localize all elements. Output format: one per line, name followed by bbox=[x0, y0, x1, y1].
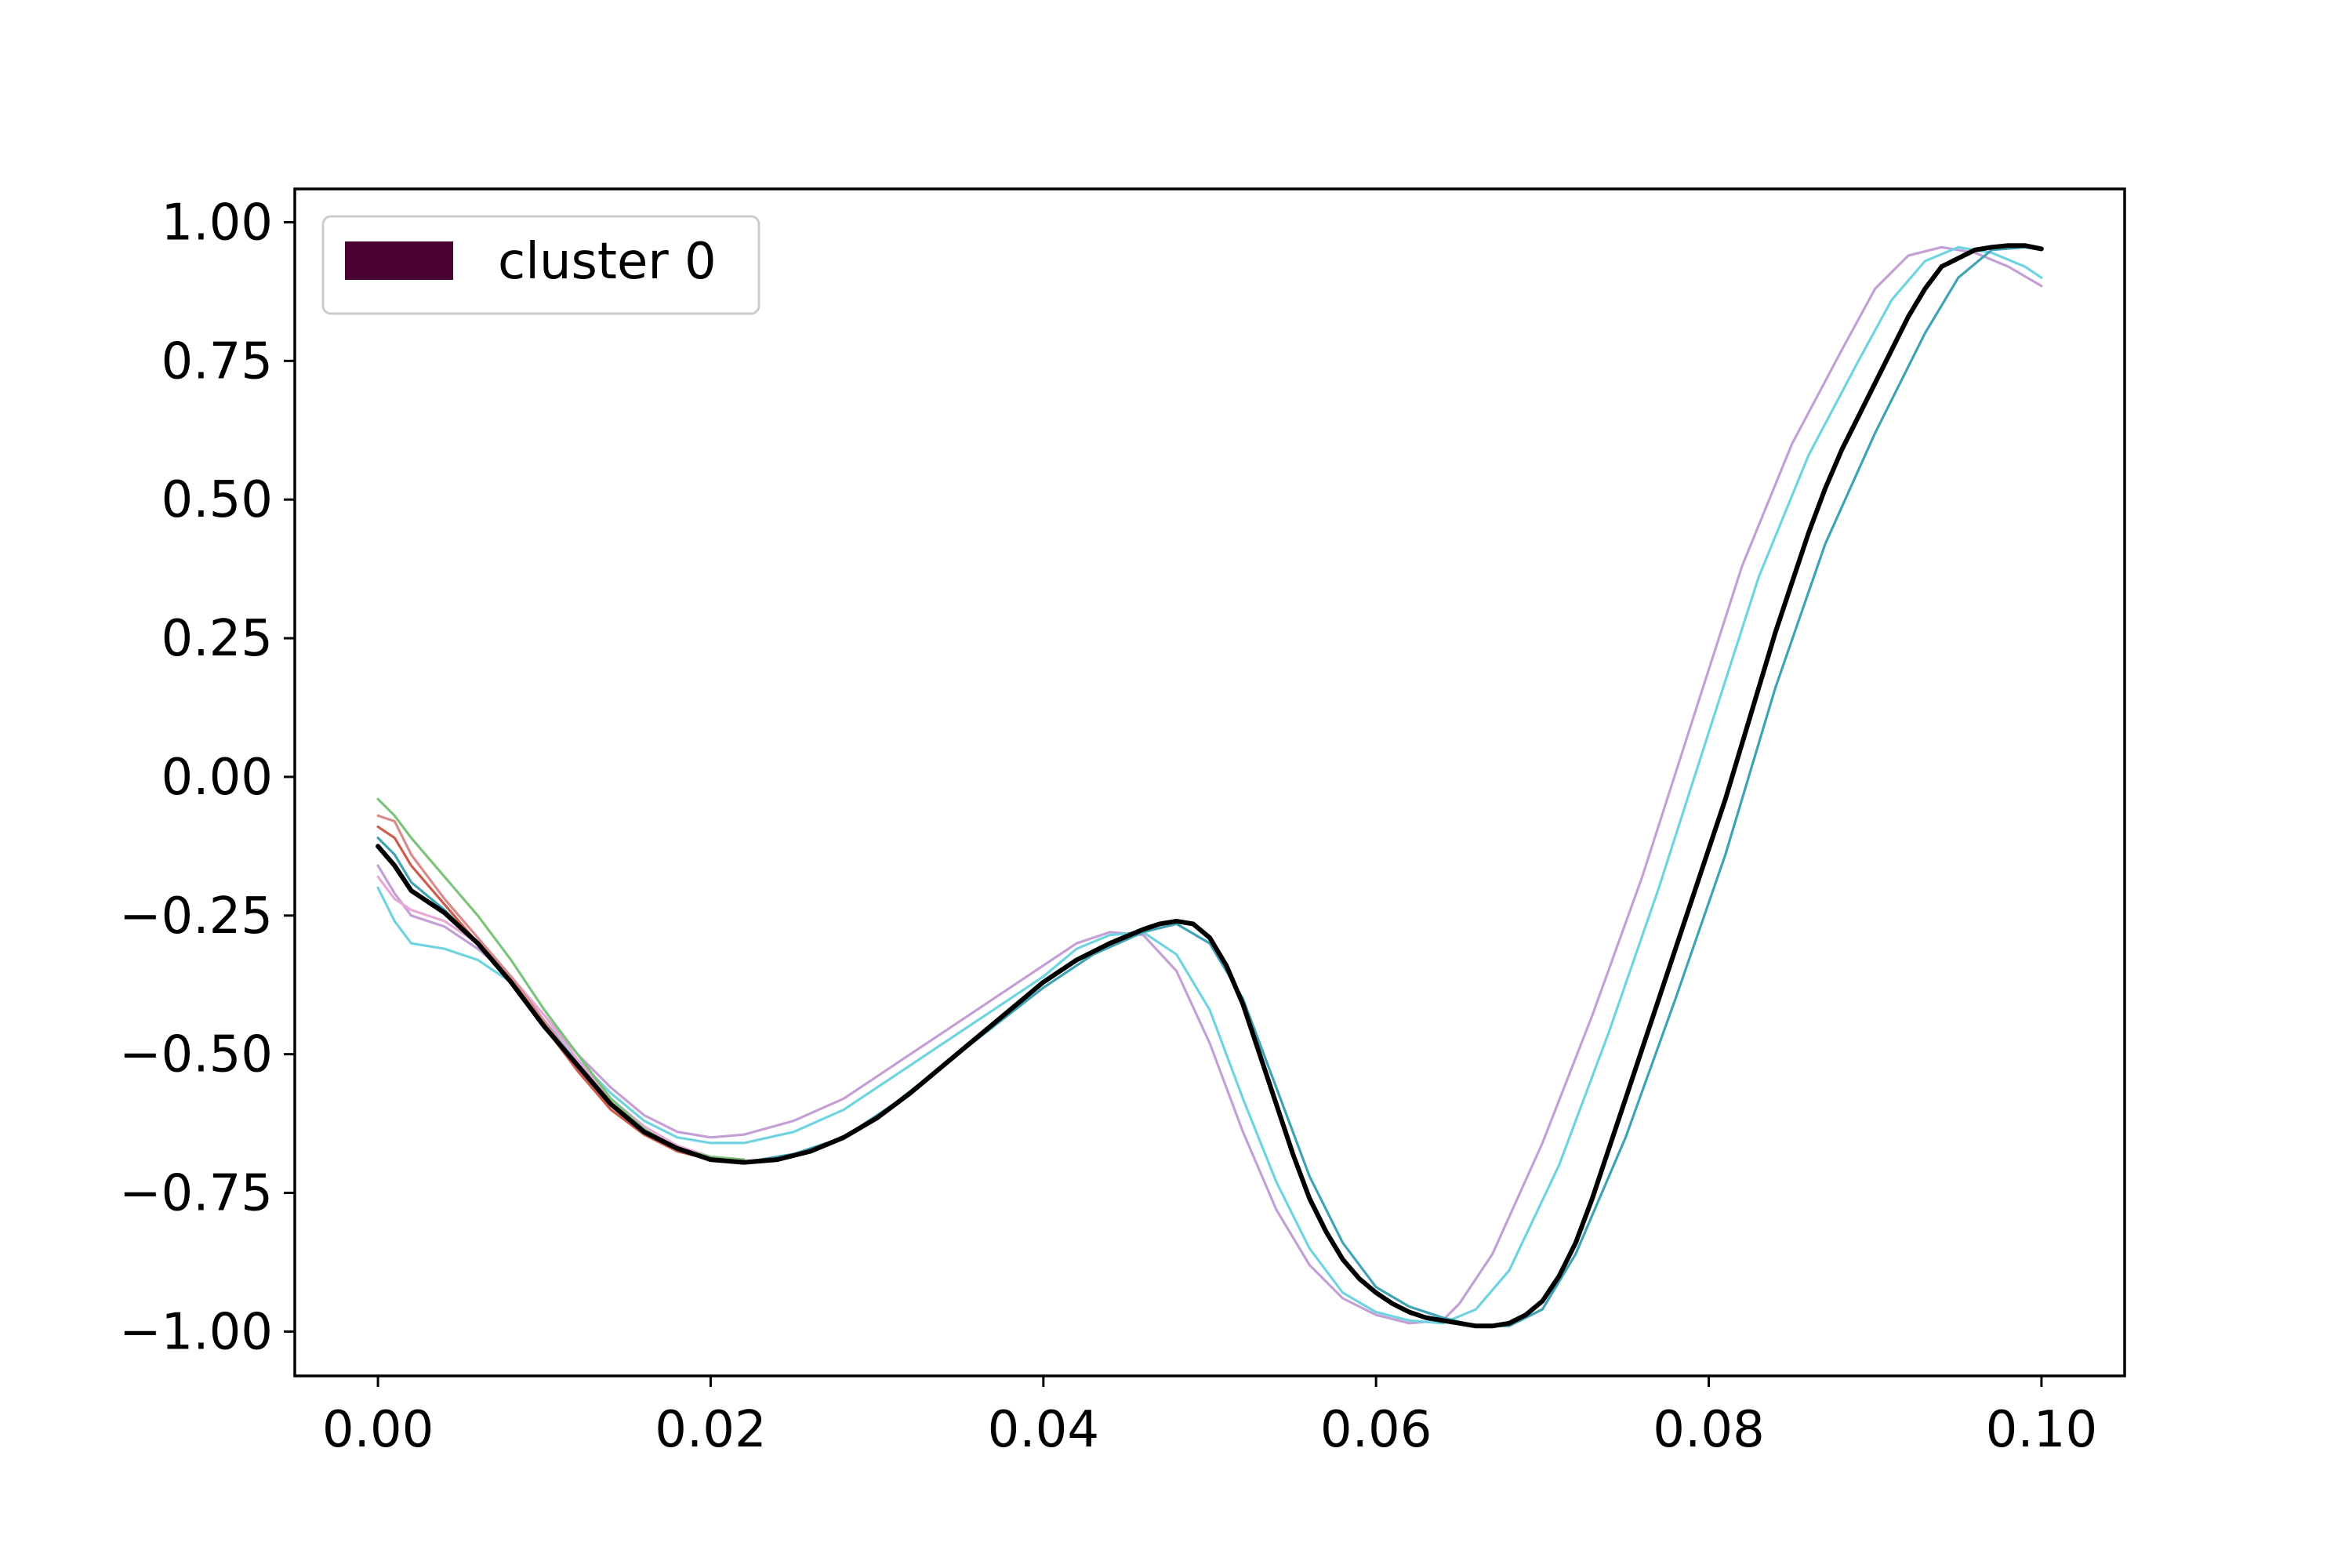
y-tick-label: 0.75 bbox=[162, 332, 274, 390]
series-layer bbox=[376, 243, 2044, 1329]
y-tick-label: −0.75 bbox=[119, 1165, 273, 1223]
y-tick-label: 0.00 bbox=[162, 749, 274, 807]
y-axis: 1.00 0.75 0.50 0.25 0.00 −0.25 −0.50 −0.75 −1.00 bbox=[119, 194, 295, 1361]
y-tick-label: −0.25 bbox=[119, 887, 273, 946]
y-tick-label: 0.50 bbox=[162, 471, 274, 529]
y-tick-label: 1.00 bbox=[162, 194, 274, 252]
legend-label: cluster 0 bbox=[498, 233, 717, 291]
x-tick-label: 0.08 bbox=[1653, 1401, 1765, 1459]
y-tick-label: −1.00 bbox=[119, 1303, 273, 1361]
plot-frame bbox=[293, 187, 2126, 1377]
x-tick-label: 0.02 bbox=[655, 1401, 767, 1459]
x-tick-label: 0.06 bbox=[1320, 1401, 1432, 1459]
series-line-2 bbox=[376, 875, 746, 1161]
legend-swatch bbox=[345, 241, 453, 280]
y-tick-label: 0.25 bbox=[162, 610, 274, 668]
x-tick-label: 0.00 bbox=[322, 1401, 434, 1459]
x-tick-label: 0.10 bbox=[1986, 1401, 2098, 1459]
series-line-7 bbox=[376, 243, 2044, 1329]
series-line-0 bbox=[376, 245, 2043, 1325]
x-tick-label: 0.04 bbox=[988, 1401, 1100, 1459]
x-axis: 0.00 0.02 0.04 0.06 0.08 0.10 bbox=[322, 1376, 2097, 1459]
legend-box bbox=[321, 215, 760, 315]
y-tick-label: −0.50 bbox=[119, 1026, 273, 1084]
legend: cluster 0 bbox=[321, 215, 760, 315]
